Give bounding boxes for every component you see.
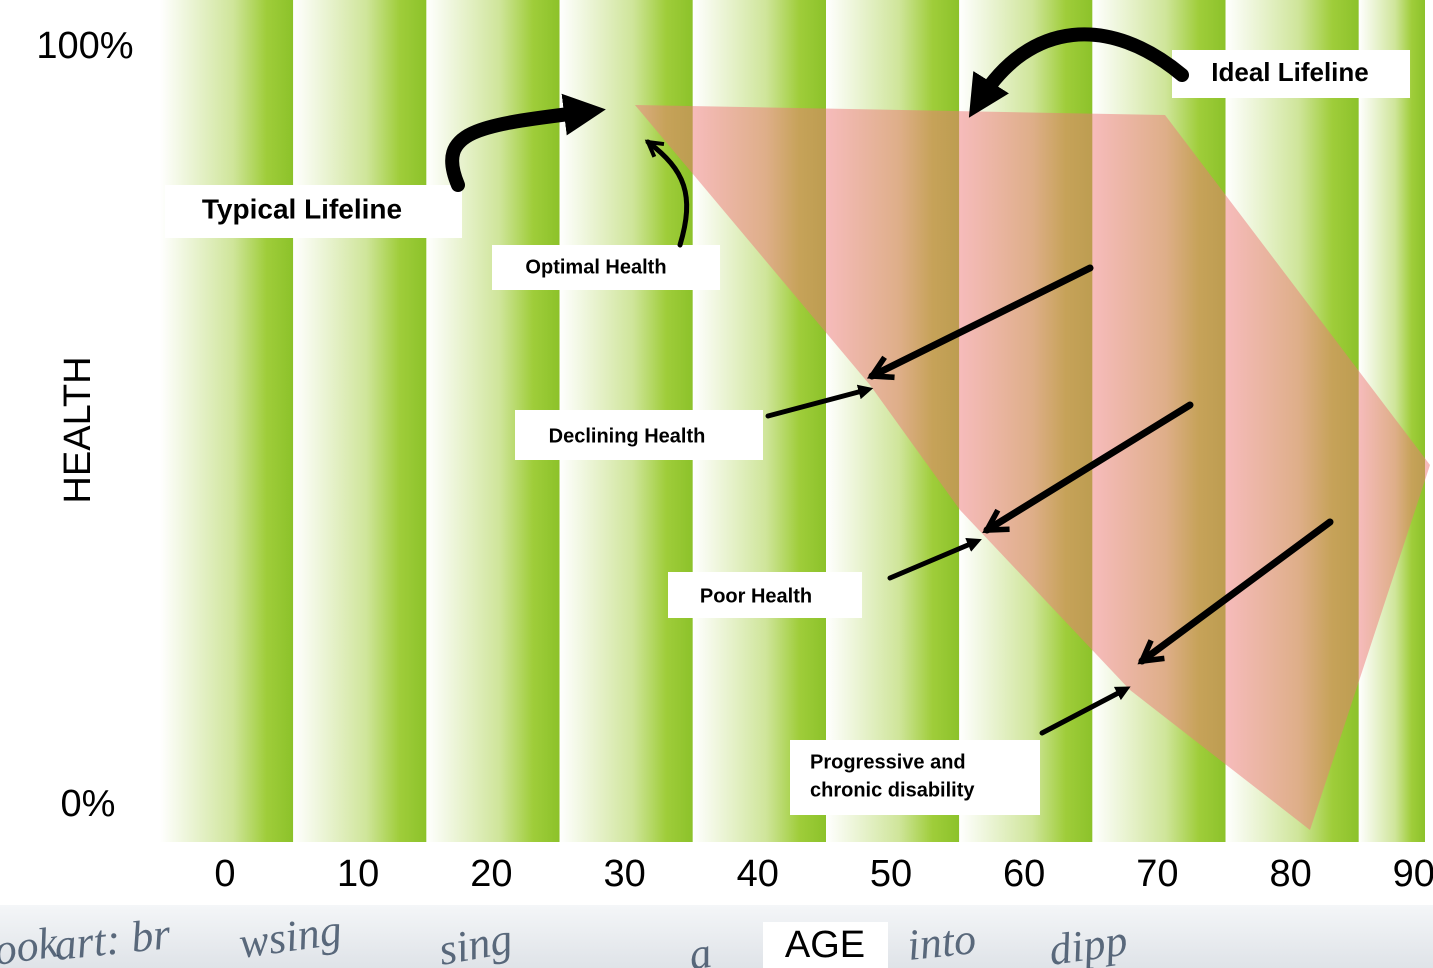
label-box <box>1172 50 1410 98</box>
background-word: art: br <box>52 909 173 968</box>
newspaper-strip <box>0 905 1433 968</box>
x-tick-label: 80 <box>1269 853 1311 895</box>
optimal-health-label: Optimal Health <box>525 256 666 278</box>
progressive-label-line: chronic disability <box>810 779 975 801</box>
y-bottom-label: 0% <box>61 783 116 825</box>
x-tick-label: 60 <box>1003 853 1045 895</box>
arrow <box>644 139 690 248</box>
poor-health-label: Poor Health <box>700 585 812 607</box>
progressive-label-line: Progressive and <box>810 751 966 773</box>
arrow <box>1137 518 1334 665</box>
y-axis-title: HEALTH <box>57 356 99 503</box>
arrow <box>968 27 1189 118</box>
arrow <box>765 384 874 419</box>
stripe <box>160 0 294 842</box>
x-tick-label: 10 <box>337 853 379 895</box>
stripe <box>293 0 427 842</box>
y-top-label: 100% <box>36 25 133 67</box>
x-tick-label: 70 <box>1136 853 1178 895</box>
label-box <box>668 572 862 618</box>
background-word: ook <box>0 917 62 968</box>
arrow <box>887 538 982 581</box>
background-word: into <box>905 914 978 968</box>
lifeline-area <box>165 32 1430 830</box>
x-tick-label: 40 <box>737 853 779 895</box>
arrow <box>866 264 1094 381</box>
arrow <box>445 93 606 192</box>
arrow <box>982 401 1194 534</box>
label-box <box>790 740 1040 815</box>
declining-health-label: Declining Health <box>549 425 706 447</box>
x-tick-label: 30 <box>603 853 645 895</box>
label-box <box>492 245 720 290</box>
x-tick-label: 50 <box>870 853 912 895</box>
x-ticks: 0 10 20 30 40 50 60 70 80 90 <box>214 853 1433 895</box>
typical-lifeline-label: Typical Lifeline <box>202 193 402 224</box>
background-word: dipp <box>1046 915 1130 968</box>
x-axis-title: AGE <box>785 924 865 966</box>
arrow <box>1039 686 1131 736</box>
x-tick-label: 20 <box>470 853 512 895</box>
x-tick-label: 0 <box>214 853 235 895</box>
x-title-box <box>763 922 888 968</box>
ideal-lifeline-label: Ideal Lifeline <box>1211 57 1369 87</box>
label-box <box>515 410 763 460</box>
label-box <box>165 185 462 238</box>
x-tick-label: 90 <box>1393 853 1433 895</box>
